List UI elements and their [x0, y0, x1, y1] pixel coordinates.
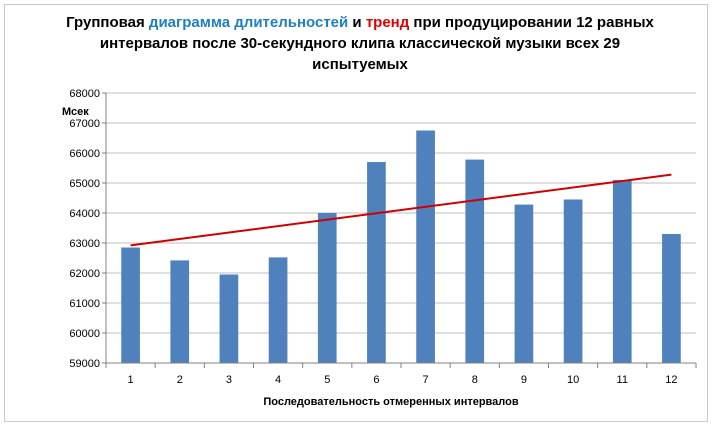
x-tick-label: 4 [275, 374, 281, 386]
trendline [130, 173, 672, 247]
bar [563, 199, 583, 363]
y-tick-label: 65000 [69, 178, 100, 190]
x-axis-label: Последовательность отмеренных интервалов [263, 396, 518, 408]
x-tick-label: 2 [177, 374, 183, 386]
y-tick-label: 68000 [69, 88, 100, 100]
title-part2: диаграмма длительностей [148, 14, 349, 31]
y-tick-labels: 59000 60000 61000 62000 63000 64000 65000 66000… [69, 88, 100, 370]
y-tick-label: 64000 [69, 208, 100, 220]
x-tick-label: 9 [521, 374, 527, 386]
bar [317, 213, 337, 363]
y-tick-label: 59000 [69, 358, 100, 370]
y-axis-label: Мсек [62, 106, 89, 118]
bar [612, 180, 632, 363]
y-tick-label: 62000 [69, 268, 100, 280]
x-tick-label: 7 [423, 374, 429, 386]
trend-line [130, 173, 672, 247]
bar [514, 204, 534, 363]
title-part1: Групповая [66, 14, 149, 31]
y-tick-label: 66000 [69, 148, 100, 160]
x-tick-label: 1 [128, 374, 134, 386]
bar [170, 260, 190, 363]
y-tick-label: 61000 [69, 298, 100, 310]
bar [219, 274, 239, 363]
bar [268, 257, 288, 363]
gridlines [106, 92, 696, 364]
title-part3: и [348, 14, 366, 31]
x-tick-label: 10 [567, 374, 579, 386]
title-part4: тренд [365, 14, 410, 31]
bar [416, 130, 435, 363]
axes [102, 92, 697, 368]
bars [121, 130, 681, 363]
bar [367, 162, 386, 363]
x-tick-label: 12 [665, 374, 677, 386]
bar [121, 247, 140, 363]
y-tick-label: 67000 [69, 118, 100, 130]
x-tick-label: 5 [324, 374, 330, 386]
chart-title: Групповая диаграмма длительностей и трен… [60, 12, 660, 75]
x-tick-labels: 1 2 3 4 5 6 7 8 9 10 11 12 [128, 374, 678, 386]
x-tick-label: 11 [617, 374, 628, 386]
y-tick-label: 63000 [69, 238, 100, 250]
y-tick-label: 60000 [69, 328, 100, 340]
bar [662, 234, 681, 363]
bar [465, 159, 485, 363]
x-tick-label: 6 [373, 374, 379, 386]
x-tick-label: 8 [472, 374, 478, 386]
title-part5: при продуцировании 12 равных интервалов … [99, 14, 654, 73]
x-tick-label: 3 [226, 374, 232, 386]
